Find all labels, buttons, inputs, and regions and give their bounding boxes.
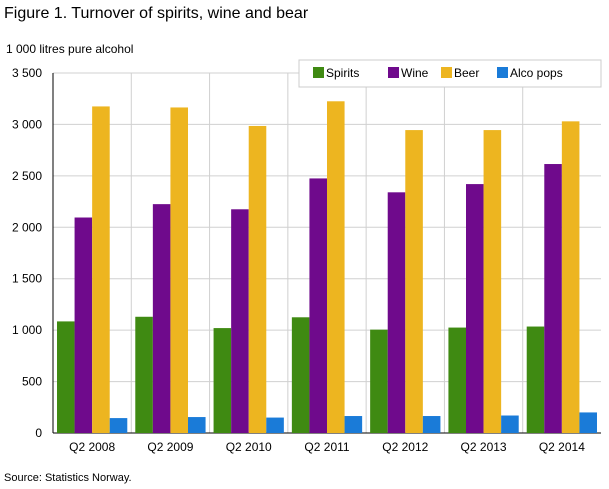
x-tick-label: Q2 2013 (461, 440, 507, 454)
bar-beer (248, 125, 267, 433)
bar-alco-pops (579, 412, 597, 433)
x-tick-label: Q2 2012 (382, 440, 428, 454)
bar-wine (466, 184, 484, 433)
bar-wine (231, 209, 249, 433)
legend-swatch (441, 67, 452, 78)
bar-beer (561, 121, 580, 433)
bar-spirits (57, 321, 75, 433)
legend-swatch (313, 67, 324, 78)
y-tick-label: 500 (22, 375, 42, 389)
y-tick-label: 1 500 (12, 272, 42, 286)
bar-spirits (291, 317, 310, 433)
y-tick-label: 2 000 (12, 220, 42, 234)
bar-wine (387, 192, 406, 433)
bar-wine (309, 178, 327, 433)
bar-spirits (213, 328, 232, 433)
y-axis-unit-label: 1 000 litres pure alcohol (6, 42, 134, 56)
bar-spirits (135, 316, 153, 433)
legend-label: Alco pops (510, 66, 563, 80)
bar-beer (405, 130, 423, 434)
y-tick-label: 0 (35, 426, 42, 440)
bar-alco-pops (422, 416, 441, 433)
bars (57, 101, 597, 434)
source-note: Source: Statistics Norway. (4, 472, 132, 484)
x-axis-ticks: Q2 2008 Q2 2009 Q2 2010 Q2 2011 Q2 2012 Q2 20… (69, 440, 585, 454)
legend: Spirits Wine Beer Alco pops (298, 59, 602, 88)
bar-spirits (526, 326, 545, 433)
bar-beer (483, 130, 502, 434)
bar-beer (327, 101, 345, 434)
bar-spirits (448, 327, 466, 433)
bar-alco-pops (344, 416, 363, 433)
legend-label: Wine (401, 66, 429, 80)
x-tick-label: Q2 2008 (69, 440, 115, 454)
y-tick-label: 1 000 (12, 323, 42, 337)
bar-wine (544, 164, 562, 433)
x-tick-label: Q2 2011 (304, 440, 349, 454)
legend-label: Spirits (326, 66, 359, 80)
bar-spirits (370, 329, 388, 433)
y-tick-label: 3 500 (12, 66, 42, 80)
x-tick-label: Q2 2009 (147, 440, 193, 454)
chart-title: Figure 1. Turnover of spirits, wine and … (4, 5, 309, 22)
legend-swatch (497, 67, 508, 78)
x-tick-label: Q2 2010 (226, 440, 272, 454)
bar-beer (92, 106, 110, 433)
bar-alco-pops (109, 418, 128, 433)
y-axis-ticks: 0 500 1 000 1 500 2 000 2 500 3 000 3 500 (12, 66, 42, 440)
bar-alco-pops (266, 417, 284, 433)
legend-swatch (388, 67, 399, 78)
bar-wine (74, 217, 93, 433)
legend-label: Beer (454, 66, 479, 80)
y-tick-label: 2 500 (12, 169, 42, 183)
bar-alco-pops (501, 415, 519, 433)
y-tick-label: 3 000 (12, 117, 42, 131)
bar-alco-pops (188, 417, 206, 433)
bar-beer (170, 107, 188, 433)
bar-wine (152, 204, 171, 433)
x-tick-label: Q2 2014 (539, 440, 585, 454)
